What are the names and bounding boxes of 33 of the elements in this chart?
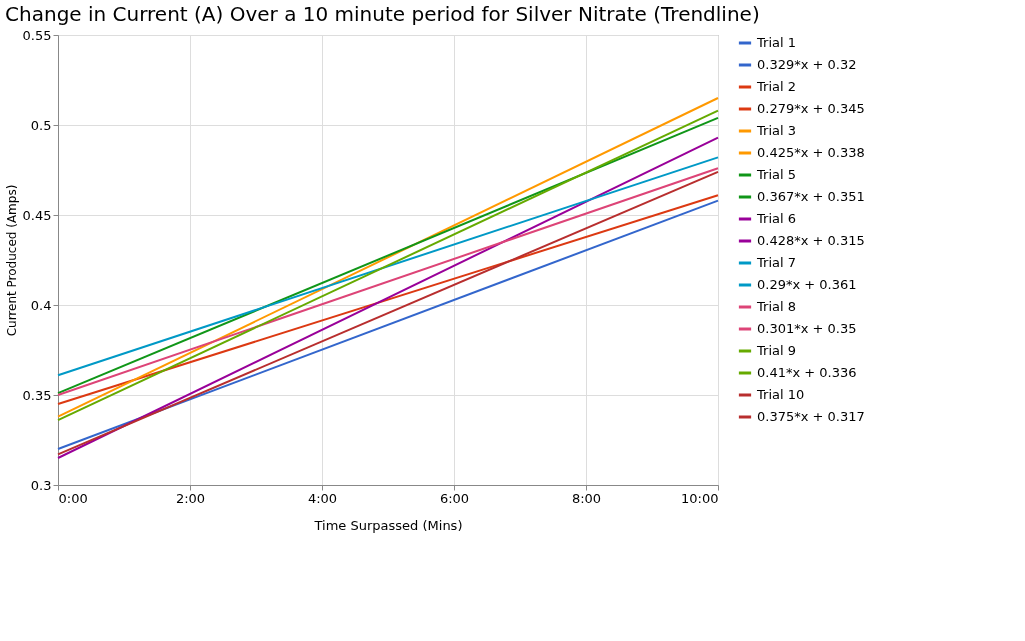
x-tick-label: 8:00 xyxy=(571,490,602,506)
legend-label: Trial 7 xyxy=(756,255,796,270)
legend-label: Trial 5 xyxy=(756,167,796,182)
y-tick-label: 0.45 xyxy=(22,207,52,223)
y-tick-label: 0.3 xyxy=(30,477,52,493)
legend-label: Trial 1 xyxy=(756,35,796,50)
y-tick-label: 0.4 xyxy=(30,297,52,313)
y-tick-label: 0.5 xyxy=(30,117,52,133)
legend-label: 0.428*x + 0.315 xyxy=(757,233,865,248)
legend-label: Trial 2 xyxy=(756,79,796,94)
legend-label: Trial 9 xyxy=(756,343,796,358)
legend-label: 0.41*x + 0.336 xyxy=(757,365,857,380)
legend-label: Trial 6 xyxy=(756,211,796,226)
legend-label: 0.329*x + 0.32 xyxy=(757,57,857,72)
legend-label: 0.29*x + 0.361 xyxy=(757,277,857,292)
legend-label: 0.367*x + 0.351 xyxy=(757,189,865,204)
x-tick-label: 4:00 xyxy=(307,490,338,506)
legend-label: Trial 10 xyxy=(756,387,805,402)
x-axis-title: Time Surpassed (Mins) xyxy=(313,517,463,533)
x-tick-label: 2:00 xyxy=(175,490,206,506)
y-tick-label: 0.35 xyxy=(22,387,52,403)
legend-label: 0.279*x + 0.345 xyxy=(757,101,865,116)
legend-label: 0.301*x + 0.35 xyxy=(757,321,857,336)
y-axis-title: Current Produced (Amps) xyxy=(4,184,19,337)
x-tick-label: 10:00 xyxy=(681,490,719,506)
legend-label: 0.425*x + 0.338 xyxy=(757,145,865,160)
legend-label: Trial 3 xyxy=(756,123,796,138)
y-tick-label: 0.55 xyxy=(22,27,52,43)
chart-title: Change in Current (A) Over a 10 minute period for Silver Nitrate (Trendline) xyxy=(5,2,760,26)
x-tick-label: 0:00 xyxy=(58,490,88,506)
legend-label: Trial 8 xyxy=(756,299,796,314)
legend-label: 0.375*x + 0.317 xyxy=(757,409,865,424)
x-tick-label: 6:00 xyxy=(439,490,470,506)
